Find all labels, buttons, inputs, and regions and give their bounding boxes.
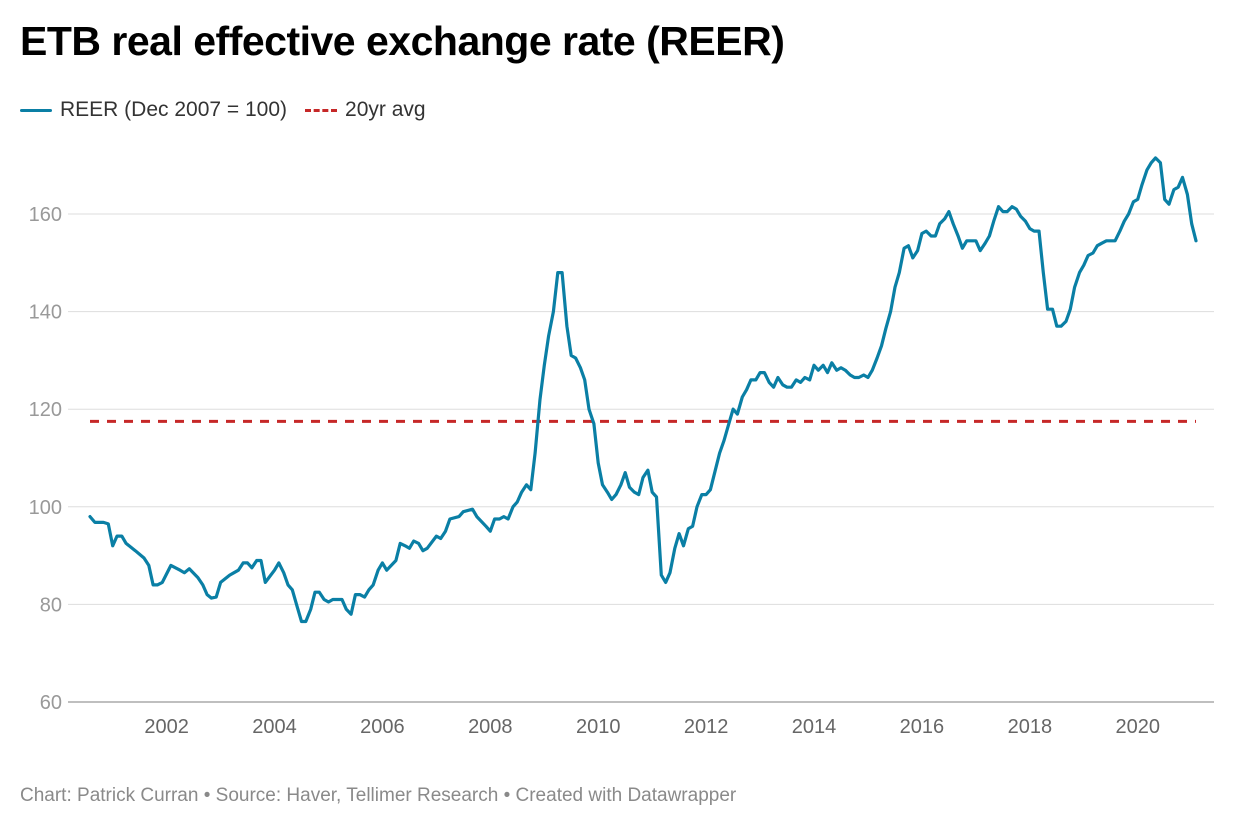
x-tick-label-2008: 2008 <box>468 716 513 738</box>
series-line-reer <box>88 156 1198 624</box>
legend-label-20yr-avg: 20yr avg <box>345 98 426 121</box>
legend-label-reer: REER (Dec 2007 = 100) <box>60 98 288 121</box>
y-tick-label-100: 100 <box>29 497 62 519</box>
x-tick-label-2014: 2014 <box>792 716 837 738</box>
x-tick-label-2002: 2002 <box>144 716 189 738</box>
chart-credits: Chart: Patrick Curran • Source: Haver, T… <box>20 785 737 806</box>
y-tick-label-60: 60 <box>40 692 62 714</box>
x-tick-label-2016: 2016 <box>900 716 945 738</box>
legend-swatch-20yr-avg <box>305 108 338 112</box>
x-tick-label-2006: 2006 <box>360 716 405 738</box>
legend-item-20yr-avg: 20yr avg <box>305 98 426 122</box>
chart-title: ETB real effective exchange rate (REER) <box>20 18 785 64</box>
legend-swatch-reer <box>20 108 52 112</box>
x-tick-label-2018: 2018 <box>1008 716 1053 738</box>
y-tick-label-120: 120 <box>29 399 62 421</box>
y-tick-label-160: 160 <box>29 204 62 226</box>
x-tick-label-2020: 2020 <box>1115 716 1160 738</box>
y-tick-label-140: 140 <box>29 302 62 324</box>
y-tick-label-80: 80 <box>40 594 62 616</box>
gridlines <box>68 213 1214 703</box>
legend-item-reer: REER (Dec 2007 = 100) <box>20 98 287 122</box>
x-tick-label-2004: 2004 <box>252 716 297 738</box>
x-tick-label-2012: 2012 <box>684 716 729 738</box>
series-group <box>88 156 1198 624</box>
x-axis-ticks: 2002 2004 2006 2008 2010 2012 2014 2016 2018 2020 <box>144 716 1160 738</box>
x-tick-label-2010: 2010 <box>576 716 621 738</box>
legend: REER (Dec 2007 = 100) 20yr avg <box>20 98 444 122</box>
y-axis-ticks: 60 80 100 120 140 160 <box>29 204 62 714</box>
